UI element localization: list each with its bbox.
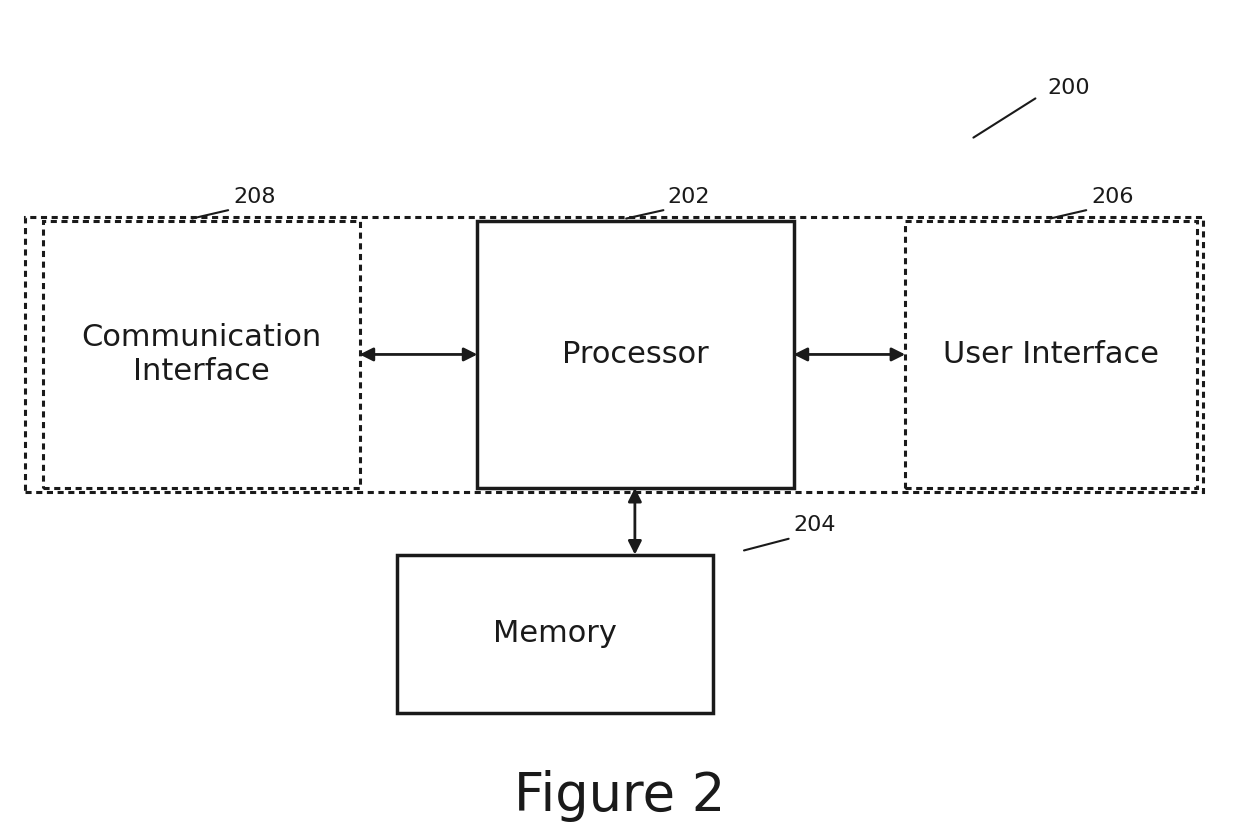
- Bar: [477, 221, 794, 488]
- Text: Figure 2: Figure 2: [515, 771, 725, 822]
- Text: 200: 200: [1048, 78, 1090, 98]
- Bar: [397, 555, 713, 713]
- Bar: [905, 221, 1197, 488]
- Text: 202: 202: [667, 187, 709, 207]
- Text: 208: 208: [233, 187, 275, 207]
- Text: 206: 206: [1091, 187, 1133, 207]
- Bar: [43, 221, 360, 488]
- Text: Communication
Interface: Communication Interface: [82, 323, 321, 386]
- Text: User Interface: User Interface: [942, 340, 1159, 369]
- Text: Processor: Processor: [562, 340, 709, 369]
- Bar: [25, 217, 1203, 492]
- Text: Memory: Memory: [494, 620, 616, 648]
- Text: 204: 204: [794, 515, 836, 535]
